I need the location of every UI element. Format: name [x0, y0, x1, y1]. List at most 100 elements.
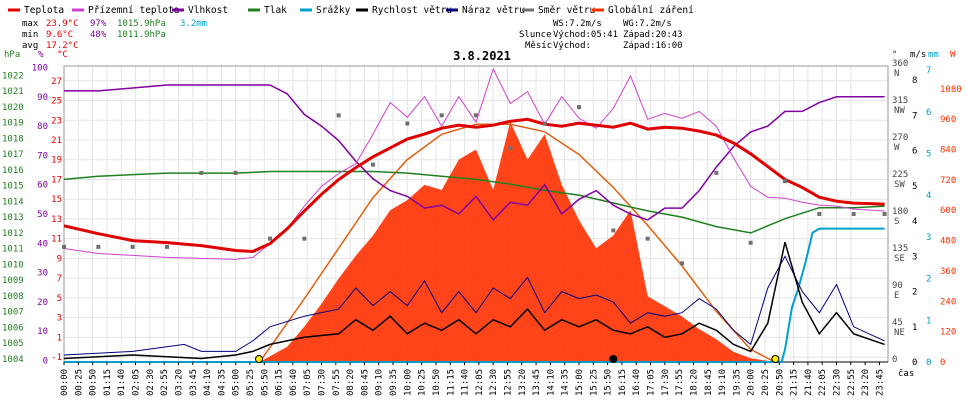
tick-mm: 2 — [926, 275, 931, 285]
stats-max-rain: 3.2mm — [180, 19, 207, 29]
x-tick-label: 01:40 — [117, 369, 127, 396]
info-block: WS:7.2m/s WG:7.2m/s Slunce Východ:05:41 … — [519, 19, 683, 51]
x-tick-label: 17:55 — [675, 369, 685, 396]
tick-dir: NW — [894, 106, 905, 116]
tick-dir: SE — [894, 254, 905, 264]
tick-deg: 180 — [892, 207, 908, 217]
x-tick-label: 07:30 — [318, 369, 328, 396]
x-tick-label: 07:05 — [303, 369, 313, 396]
tick-hpa: 1009 — [2, 276, 24, 286]
stats-min-press: 1011.9hPa — [117, 30, 166, 40]
legend: Teplota Přízemní teplota Vlhkost Tlak Srážky… — [8, 5, 694, 16]
unit-temp: °C — [57, 50, 68, 60]
tick-w: 840 — [940, 145, 956, 155]
x-tick-label: 17:30 — [661, 369, 671, 396]
x-tick-label: 02:05 — [132, 369, 142, 396]
chart-title: 3.8.2021 — [453, 49, 511, 63]
point-smer-vetru — [336, 113, 341, 118]
point-smer-vetru — [233, 170, 238, 175]
tick-w: 1080 — [940, 85, 962, 95]
tick-deg: 0 — [892, 355, 897, 365]
stats-max-temp: 23.9°C — [46, 19, 79, 29]
sun-rise: Východ:05:41 — [553, 30, 618, 40]
x-tick-label: 14:35 — [561, 369, 571, 396]
tick-deg: 270 — [892, 133, 908, 143]
point-smer-vetru — [577, 105, 581, 110]
point-smer-vetru — [680, 261, 684, 266]
tick-dir: S — [894, 217, 899, 227]
tick-hpa: 1012 — [2, 229, 24, 239]
moon-rise: Východ: — [553, 41, 591, 51]
tick-w: 0 — [940, 358, 945, 368]
tick-hpa: 1008 — [2, 292, 24, 302]
tick-temp: 19 — [51, 156, 62, 166]
x-tick-label: 09:10 — [375, 369, 385, 396]
tick-dir: E — [894, 291, 899, 301]
sun-label: Slunce — [519, 30, 552, 40]
tick-w: 720 — [940, 176, 956, 186]
x-tick-label: 22:05 — [818, 369, 828, 396]
axis-units: hPa % °C ° m/s mm W — [4, 50, 956, 60]
tick-w: 960 — [940, 115, 956, 125]
x-tick-label: 04:10 — [203, 369, 213, 396]
tick-ms: 7 — [912, 111, 917, 121]
point-smer-vetru — [96, 244, 101, 249]
tick-hpa: 1020 — [2, 103, 24, 113]
stats-avg-label: avg — [22, 41, 38, 51]
tick-hpa: 1007 — [2, 308, 24, 318]
stats-block: max 23.9°C 97% 1015.9hPa 3.2mm min 9.6°C… — [22, 19, 207, 51]
stats-min-temp: 9.6°C — [46, 30, 73, 40]
tick-pct: 20 — [37, 298, 48, 308]
moon-set: Západ:16:00 — [623, 41, 683, 51]
tick-pct: 10 — [37, 327, 48, 337]
tick-hpa: 1022 — [2, 71, 24, 81]
series-slunecni-draha — [259, 123, 776, 363]
stats-avg-temp: 17.2°C — [46, 41, 79, 51]
x-tick-label: 16:15 — [618, 369, 628, 396]
unit-w: W — [950, 50, 956, 60]
tick-w: 480 — [940, 237, 956, 247]
tick-mm: 4 — [926, 191, 931, 201]
sunset-marker — [771, 355, 780, 363]
legend-label-8: Globální záření — [608, 5, 694, 16]
x-tick-label: 02:30 — [146, 369, 156, 396]
tick-hpa: 1021 — [2, 87, 24, 97]
tick-dir: SW — [894, 180, 905, 190]
unit-ms: m/s — [910, 50, 926, 60]
tick-temp: 7 — [57, 274, 62, 284]
x-tick-label: 00:00 — [60, 369, 70, 396]
tick-pct: 70 — [37, 151, 48, 161]
tick-mm: 5 — [926, 150, 931, 160]
tick-mm: 7 — [926, 66, 931, 76]
x-tick-label: 00:25 — [74, 369, 84, 396]
plot-area — [62, 67, 887, 363]
legend-label-5: Rychlost větru — [372, 5, 452, 16]
x-tick-label: 20:50 — [775, 369, 785, 396]
stats-max-press: 1015.9hPa — [117, 19, 166, 29]
point-smer-vetru — [611, 228, 616, 233]
tick-hpa: 1018 — [2, 134, 24, 144]
x-tick-label: 13:20 — [518, 369, 528, 396]
tick-hpa: 1019 — [2, 119, 24, 129]
tick-pct: 50 — [37, 210, 48, 220]
x-tick-label: 11:40 — [461, 369, 471, 396]
tick-w: 600 — [940, 206, 956, 216]
point-smer-vetru — [645, 236, 650, 241]
tick-hpa: 1016 — [2, 166, 24, 176]
point-smer-vetru — [783, 179, 787, 184]
legend-label-6: Náraz větru — [462, 5, 525, 16]
point-smer-vetru — [474, 113, 478, 118]
x-tick-label: 22:55 — [847, 369, 857, 396]
tick-dir: W — [894, 143, 900, 153]
tick-temp: 27 — [51, 77, 62, 87]
tick-w: 240 — [940, 297, 956, 307]
x-tick-label: 23:20 — [861, 369, 871, 396]
unit-hpa: hPa — [4, 50, 20, 60]
tick-hpa: 1005 — [2, 339, 24, 349]
tick-hpa: 1010 — [2, 260, 24, 270]
x-tick-label: 18:45 — [704, 369, 714, 396]
tick-pct: 60 — [37, 181, 48, 191]
tick-temp: -1 — [51, 353, 62, 363]
